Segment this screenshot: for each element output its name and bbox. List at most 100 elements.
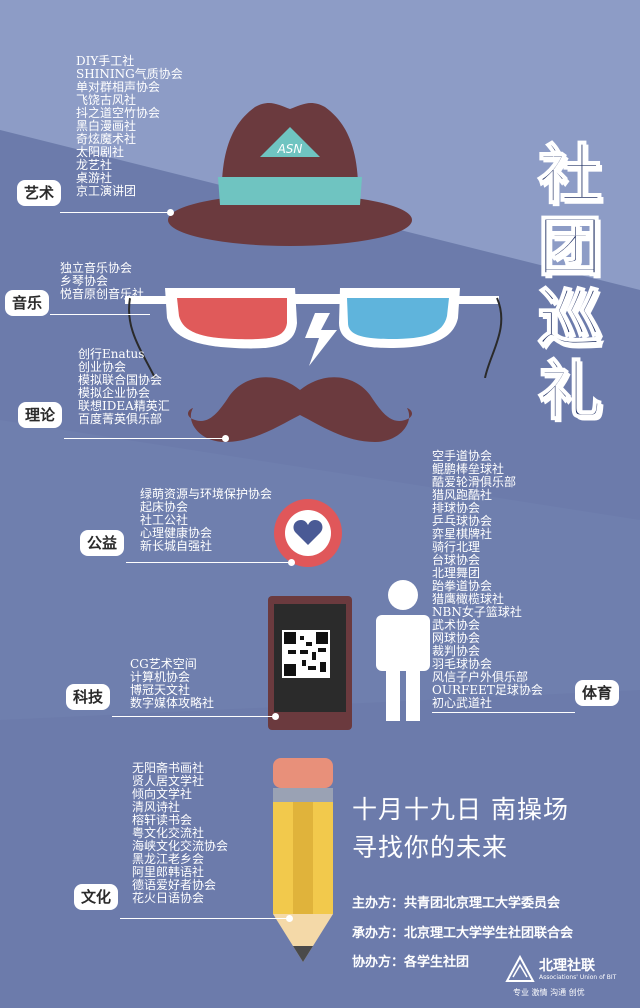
list-item: 猎风跑酷社 bbox=[432, 488, 493, 502]
list-item: 黑龙江老乡会 bbox=[132, 852, 205, 866]
connector-dot bbox=[288, 559, 295, 566]
list-item: 猎鹰橄榄球社 bbox=[432, 592, 505, 606]
divider bbox=[432, 712, 575, 713]
hat-illustration: ASN bbox=[168, 103, 412, 246]
heart-badge-illustration bbox=[274, 499, 342, 567]
list-item: 创业协会 bbox=[78, 360, 127, 374]
list-item: 奇炫魔术社 bbox=[76, 132, 137, 146]
list-item: 跆拳道协会 bbox=[432, 579, 493, 593]
connector-dot bbox=[286, 915, 293, 922]
list-item: 悦音原创音乐社 bbox=[60, 287, 145, 301]
divider bbox=[112, 716, 276, 717]
organizer-assistant: 协办方：各学生社团 bbox=[352, 955, 470, 970]
list-item: SHINING气质协会 bbox=[76, 67, 183, 81]
list-item: 倾向文学社 bbox=[132, 787, 193, 801]
list-item: 抖之道空竹协会 bbox=[76, 106, 161, 120]
list-item: 风信子户外俱乐部 bbox=[432, 670, 529, 684]
divider bbox=[120, 918, 290, 919]
person-illustration bbox=[376, 580, 430, 721]
list-item: 北理舞团 bbox=[432, 566, 481, 580]
list-item: 粤文化交流社 bbox=[132, 826, 205, 840]
glasses-illustration bbox=[125, 288, 503, 378]
list-item: 联想IDEA精英汇 bbox=[78, 399, 170, 413]
list-item: 太阳剧社 bbox=[76, 145, 125, 159]
divider bbox=[126, 562, 292, 563]
divider bbox=[60, 212, 170, 213]
pencil-illustration bbox=[273, 758, 333, 962]
list-item: 模拟联合国协会 bbox=[78, 373, 163, 387]
list-item: 心理健康协会 bbox=[140, 526, 213, 540]
logo-name: 北理社联 bbox=[539, 958, 595, 974]
list-item: 新长城自强社 bbox=[140, 539, 213, 553]
category-label-sports: 体育 bbox=[575, 680, 620, 706]
list-item: 计算机协会 bbox=[130, 670, 191, 684]
list-item: NBN女子篮球社 bbox=[432, 605, 522, 619]
list-item: 数字媒体攻略社 bbox=[130, 696, 215, 710]
poster-title: 社 团 巡 礼 bbox=[520, 139, 620, 429]
list-item: 初心武道社 bbox=[432, 696, 493, 710]
category-label-culture: 文化 bbox=[74, 884, 119, 910]
list-item: 乡琴协会 bbox=[60, 274, 109, 288]
logo-slogan: 专业 激情 沟通 创优 bbox=[513, 988, 585, 997]
list-item: CG艺术空间 bbox=[130, 657, 197, 671]
list-item: 武术协会 bbox=[432, 618, 481, 632]
union-logo: 北理社联 Associations' Union of BIT 专业 激情 沟通… bbox=[505, 955, 635, 1003]
list-item: 鲲鹏棒垒球社 bbox=[432, 462, 505, 476]
event-date-location: 十月十九日 南操场 bbox=[352, 795, 569, 824]
list-item: 乒乓球协会 bbox=[432, 514, 493, 528]
list-item: 酷爱轮滑俱乐部 bbox=[432, 475, 517, 489]
list-item: 绿萌资源与环境保护协会 bbox=[140, 487, 273, 501]
list-item: 榕轩读书会 bbox=[132, 813, 193, 827]
connector-dot bbox=[222, 435, 229, 442]
tech-club-list: CG艺术空间 计算机协会 博冠天文社 数字媒体攻略社 bbox=[130, 658, 214, 710]
list-item: 贤人居文学社 bbox=[132, 774, 205, 788]
sports-club-list: 空手道协会 鲲鹏棒垒球社 酷爱轮滑俱乐部 猎风跑酷社 排球协会 乒乓球协会 弈星… bbox=[432, 450, 543, 710]
list-item: 排球协会 bbox=[432, 501, 481, 515]
title-char: 礼 bbox=[537, 355, 603, 429]
list-item: 骑行北理 bbox=[432, 540, 481, 554]
list-item: 京工演讲团 bbox=[76, 184, 137, 198]
list-item: 飞饶古风社 bbox=[76, 93, 137, 107]
list-item: 阿里郎韩语社 bbox=[132, 865, 205, 879]
list-item: 清风诗社 bbox=[132, 800, 181, 814]
connector-dot bbox=[167, 209, 174, 216]
list-item: OURFEET足球协会 bbox=[432, 683, 543, 697]
title-char: 巡 bbox=[537, 283, 603, 357]
category-label-tech: 科技 bbox=[66, 684, 111, 710]
list-item: 黑白漫画社 bbox=[76, 119, 137, 133]
list-item: 德语爱好者协会 bbox=[132, 878, 217, 892]
svg-text:ASN: ASN bbox=[277, 142, 303, 156]
divider bbox=[50, 314, 150, 315]
list-item: 博冠天文社 bbox=[130, 683, 191, 697]
category-label-theory: 理论 bbox=[18, 402, 63, 428]
list-item: 海峡文化交流协会 bbox=[132, 839, 229, 853]
connector-dot bbox=[272, 713, 279, 720]
list-item: 起床协会 bbox=[140, 500, 189, 514]
phone-qr-illustration bbox=[268, 596, 352, 730]
list-item: DIY手工社 bbox=[76, 54, 135, 68]
divider bbox=[64, 438, 226, 439]
organizer-undertaker: 承办方：北京理工大学学生社团联合会 bbox=[352, 926, 574, 941]
logo-mark-icon bbox=[505, 955, 535, 982]
event-tagline: 寻找你的未来 bbox=[352, 833, 509, 862]
list-item: 龙艺社 bbox=[76, 158, 113, 172]
list-item: 模拟企业协会 bbox=[78, 386, 151, 400]
list-item: 创行Enatus bbox=[78, 347, 145, 361]
list-item: 空手道协会 bbox=[432, 449, 493, 463]
culture-club-list: 无阳斋书画社 贤人居文学社 倾向文学社 清风诗社 榕轩读书会 粤文化交流社 海峡… bbox=[132, 762, 228, 905]
theory-club-list: 创行Enatus 创业协会 模拟联合国协会 模拟企业协会 联想IDEA精英汇 百… bbox=[78, 348, 170, 426]
list-item: 社工公社 bbox=[140, 513, 189, 527]
charity-club-list: 绿萌资源与环境保护协会 起床协会 社工公社 心理健康协会 新长城自强社 bbox=[140, 488, 272, 553]
list-item: 花火日语协会 bbox=[132, 891, 205, 905]
mustache-illustration bbox=[188, 377, 412, 442]
music-club-list: 独立音乐协会 乡琴协会 悦音原创音乐社 bbox=[60, 262, 144, 301]
category-label-charity: 公益 bbox=[80, 530, 125, 556]
list-item: 百度菁英俱乐部 bbox=[78, 412, 163, 426]
title-char: 社 bbox=[537, 139, 603, 213]
list-item: 弈星棋牌社 bbox=[432, 527, 493, 541]
category-label-music: 音乐 bbox=[5, 290, 50, 316]
list-item: 单对群相声协会 bbox=[76, 80, 161, 94]
list-item: 羽毛球协会 bbox=[432, 657, 493, 671]
logo-subtitle: Associations' Union of BIT bbox=[539, 974, 617, 981]
list-item: 无阳斋书画社 bbox=[132, 761, 205, 775]
